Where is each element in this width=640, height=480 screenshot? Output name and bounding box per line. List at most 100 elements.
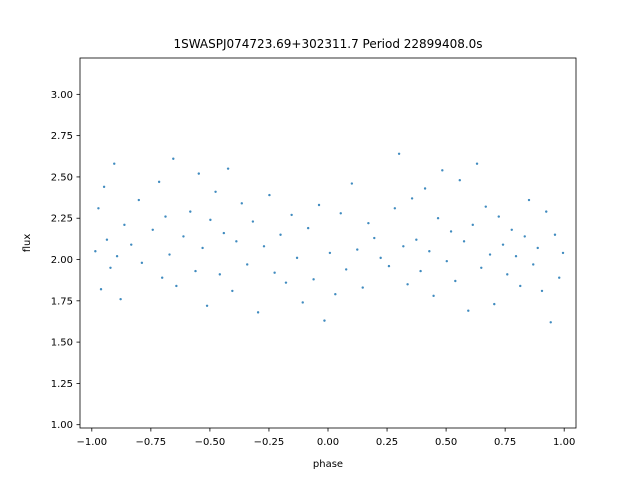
y-tick-label: 2.75: [51, 131, 73, 142]
data-point: [497, 215, 500, 218]
data-point: [339, 212, 342, 215]
data-point: [488, 253, 492, 256]
data-point: [475, 162, 479, 165]
data-point: [402, 245, 405, 248]
data-point: [445, 259, 448, 263]
y-axis: 1.00 1.25 1.50 1.75 2.00 2.25 2.50 2.75 3.00: [51, 90, 80, 431]
data-point: [379, 256, 382, 260]
data-point: [306, 226, 310, 230]
x-tick-label: −0.75: [136, 437, 167, 448]
data-point: [523, 235, 526, 238]
data-point: [462, 240, 466, 243]
data-point: [222, 231, 226, 235]
data-point: [406, 283, 409, 286]
data-point: [231, 289, 234, 293]
y-tick-label: 3.00: [51, 90, 73, 101]
x-tick-label: −1.00: [76, 437, 107, 448]
data-point: [419, 269, 422, 273]
data-point: [449, 230, 453, 233]
data-point: [168, 253, 171, 256]
data-point: [140, 261, 144, 265]
data-point: [94, 250, 97, 253]
data-point: [397, 152, 401, 155]
x-axis-label: phase: [313, 459, 343, 470]
data-point: [123, 223, 126, 227]
data-point: [182, 235, 185, 238]
data-point: [545, 210, 548, 213]
data-point: [514, 255, 518, 258]
data-point: [334, 293, 337, 296]
data-point: [97, 207, 100, 210]
data-point: [367, 221, 370, 225]
data-point: [301, 301, 304, 304]
data-point: [235, 240, 238, 243]
data-point: [205, 304, 209, 307]
data-point: [290, 213, 293, 217]
data-point: [109, 266, 112, 269]
y-axis-label: flux: [22, 234, 33, 253]
data-point: [454, 279, 457, 283]
y-tick-label: 2.50: [51, 172, 73, 183]
data-point: [119, 297, 122, 301]
x-tick-label: −0.25: [254, 437, 285, 448]
data-point: [323, 319, 326, 322]
data-point: [410, 197, 414, 200]
data-point: [218, 273, 222, 276]
data-point: [436, 217, 440, 220]
data-point: [273, 271, 276, 274]
y-tick-label: 1.75: [51, 296, 73, 307]
data-point: [423, 187, 427, 190]
data-point: [536, 246, 539, 250]
x-tick-label: 0.25: [376, 437, 398, 448]
data-point: [284, 281, 288, 284]
x-tick-label: 0.50: [435, 437, 457, 448]
data-point: [467, 309, 470, 312]
data-point: [194, 269, 197, 273]
data-point: [373, 236, 376, 240]
data-point: [164, 215, 167, 218]
data-point: [493, 302, 496, 306]
data-point: [527, 198, 531, 202]
data-point: [113, 162, 116, 165]
data-point: [356, 248, 359, 251]
data-point: [262, 245, 266, 248]
data-point: [561, 251, 565, 255]
data-point: [441, 169, 444, 172]
x-tick-label: 1.00: [553, 437, 575, 448]
data-point: [532, 263, 535, 266]
x-axis: −1.00 −0.75 −0.50 −0.25 0.00 0.25 0.50 0.75 1.00: [76, 428, 575, 448]
data-point: [295, 256, 299, 260]
data-point: [312, 278, 315, 281]
chart-title: 1SWASPJ074723.69+302311.7 Period 2289940…: [173, 37, 482, 51]
data-point: [317, 203, 321, 207]
data-point: [484, 205, 487, 208]
data-point: [432, 294, 435, 298]
data-point: [279, 233, 282, 236]
data-point: [328, 251, 332, 255]
data-point: [197, 172, 200, 175]
data-point: [506, 273, 509, 276]
data-point: [226, 167, 230, 170]
data-point: [160, 276, 164, 279]
data-point: [519, 284, 522, 288]
data-point: [175, 284, 178, 288]
data-point: [480, 266, 483, 269]
data-point: [251, 220, 255, 223]
data-point: [130, 243, 133, 246]
data-point: [387, 264, 391, 268]
data-points: [94, 152, 565, 324]
data-point: [172, 157, 175, 160]
data-point: [549, 321, 552, 324]
data-point: [99, 288, 103, 291]
data-point: [157, 180, 161, 184]
data-point: [214, 190, 217, 193]
y-tick-label: 2.25: [51, 214, 73, 225]
data-point: [246, 263, 249, 266]
data-point: [501, 243, 505, 246]
x-tick-label: −0.50: [195, 437, 226, 448]
data-point: [137, 198, 141, 202]
data-point: [553, 233, 557, 236]
data-point: [268, 193, 271, 197]
